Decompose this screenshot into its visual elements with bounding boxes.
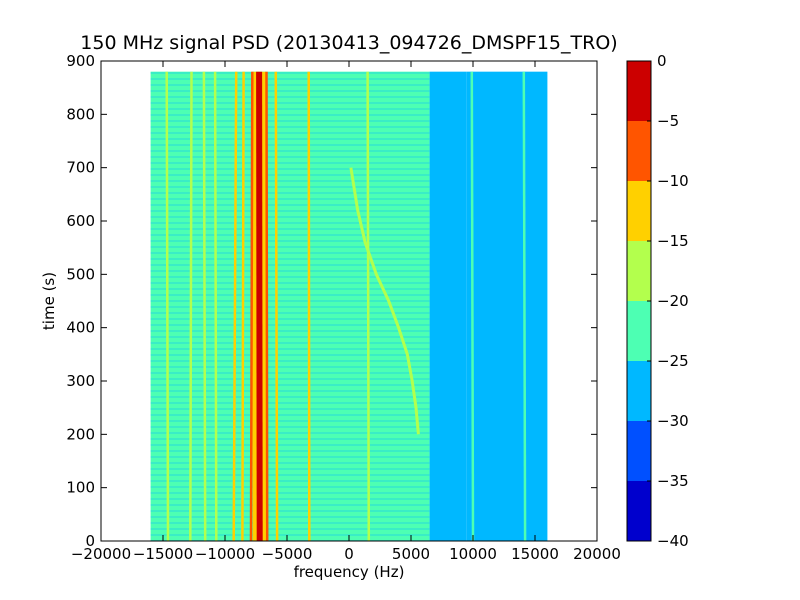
heatmap-layer <box>150 71 548 541</box>
y-tick-label-9: 900 <box>66 52 95 70</box>
y-tick-label-8: 800 <box>66 105 95 123</box>
feature-line-11 <box>366 71 371 541</box>
row-noise <box>150 71 430 541</box>
colorbar-level-4 <box>627 241 651 301</box>
colorbar-tick-label-8: −40 <box>657 532 689 550</box>
chart-title: 150 MHz signal PSD (20130413_094726_DMSP… <box>80 32 617 54</box>
colorbar-level-2 <box>627 361 651 421</box>
feature-line-9 <box>165 71 170 541</box>
x-tick-label-5: 5000 <box>392 545 430 563</box>
colorbar-tick-label-6: −30 <box>657 412 689 430</box>
colorbar-level-1 <box>627 421 651 481</box>
colorbar-tick-label-7: −35 <box>657 472 689 490</box>
x-tick-label-6: 10000 <box>449 545 497 563</box>
x-tick-label-4: 0 <box>344 545 354 563</box>
colorbar-tick-label-5: −25 <box>657 352 689 370</box>
feature-line-1 <box>249 71 254 541</box>
colorbar-level-6 <box>627 121 651 181</box>
feature-line-6 <box>307 71 311 541</box>
colorbar-level-7 <box>627 61 651 121</box>
feature-line-3 <box>241 71 245 541</box>
y-tick-label-3: 300 <box>66 372 95 390</box>
x-tick-label-1: −15000 <box>133 545 193 563</box>
y-axis-label: time (s) <box>40 272 58 330</box>
y-tick-label-2: 200 <box>66 425 95 443</box>
colorbar-tick-label-2: −10 <box>657 172 689 190</box>
x-tick-label-2: −10000 <box>195 545 255 563</box>
x-tick-label-8: 20000 <box>573 545 621 563</box>
feature-doppler-trace-12 <box>349 167 420 435</box>
feature-line-10 <box>213 71 218 541</box>
colorbar-tick-label-0: 0 <box>657 52 667 70</box>
colorbar-tick-label-1: −5 <box>657 112 679 130</box>
feature-line-7 <box>202 71 207 541</box>
colorbar-level-5 <box>627 181 651 241</box>
feature-line-5 <box>232 71 238 541</box>
colorbar-level-0 <box>627 481 651 541</box>
colorbar-level-3 <box>627 301 651 361</box>
x-tick-label-3: −5000 <box>262 545 313 563</box>
x-axis-label: frequency (Hz) <box>294 563 405 581</box>
x-tick-label-0: −20000 <box>71 545 131 563</box>
y-tick-label-7: 700 <box>66 159 95 177</box>
y-tick-label-0: 0 <box>85 532 95 550</box>
y-tick-label-5: 500 <box>66 265 95 283</box>
feature-line-8 <box>189 71 193 541</box>
y-tick-label-6: 600 <box>66 212 95 230</box>
feature-line-14 <box>522 71 527 541</box>
heatmap-region-1 <box>429 71 467 541</box>
x-axis: −20000 −15000 −10000 −5000 0 5000 10000 15000 20… <box>71 61 621 563</box>
y-tick-label-1: 100 <box>66 479 95 497</box>
feature-line-13 <box>470 71 475 541</box>
feature-line-4 <box>274 71 279 541</box>
y-axis: 0 100 200 300 400 500 600 700 800 900 <box>66 52 597 550</box>
feature-carrier-0 <box>256 71 263 541</box>
colorbar: 0 −5 −10 −15 −20 −25 −30 −35 −40 <box>626 52 689 550</box>
x-tick-label-7: 15000 <box>511 545 559 563</box>
heatmap-region-2 <box>466 71 548 541</box>
feature-line-2 <box>265 71 269 541</box>
colorbar-tick-label-4: −20 <box>657 292 689 310</box>
y-tick-label-4: 400 <box>66 319 95 337</box>
colorbar-tick-label-3: −15 <box>657 232 689 250</box>
